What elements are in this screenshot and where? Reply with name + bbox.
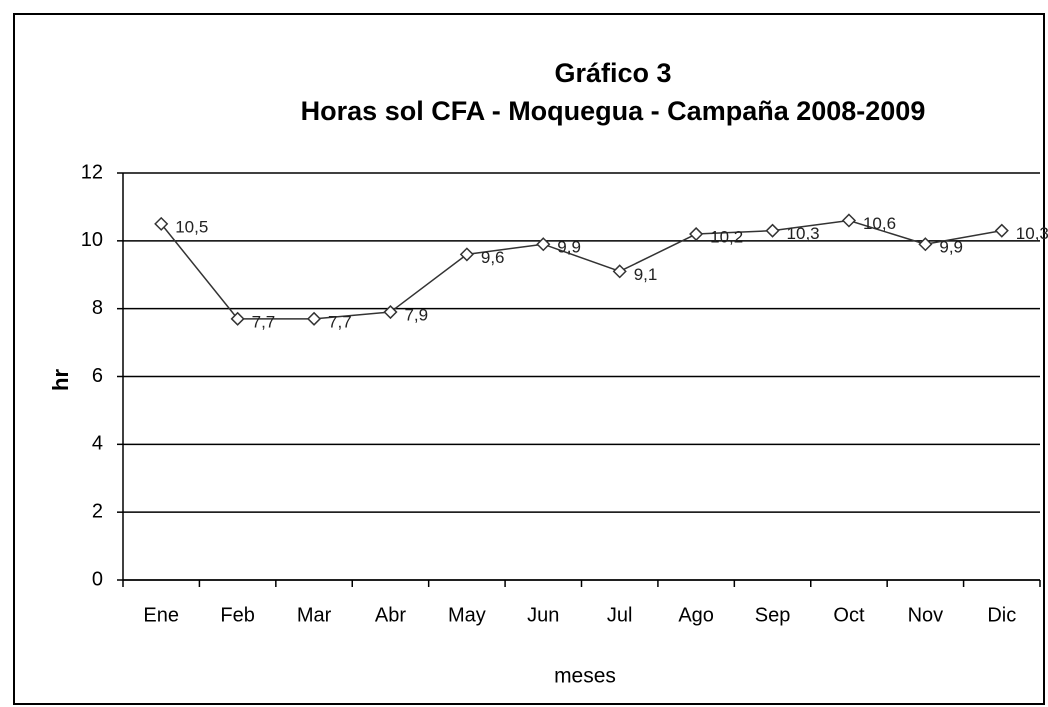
y-tick-label: 10 [81,229,103,251]
y-tick-label: 4 [92,433,103,455]
data-label: 10,2 [710,228,743,247]
data-label: 9,6 [481,248,505,267]
y-tick-label: 2 [92,500,103,522]
x-axis-label: meses [554,665,616,688]
x-tick-label: Sep [755,604,791,626]
data-point [841,213,857,228]
data-point [994,223,1009,238]
data-label: 9,9 [557,238,581,257]
x-tick-label: Oct [833,604,865,626]
y-axis-label: hr [48,369,73,391]
x-tick-label: Ago [678,604,714,626]
data-point [612,264,627,279]
data-label: 9,1 [634,265,658,284]
x-tick-label: Feb [220,604,254,626]
data-label: 7,7 [252,312,276,331]
y-tick-label: 6 [92,365,103,387]
data-point [459,247,474,262]
x-tick-label: Jun [527,604,559,626]
data-label: 10,6 [863,214,896,233]
data-label: 9,9 [939,238,963,257]
x-tick-label: Jul [607,604,633,626]
y-tick-label: 8 [92,297,103,319]
data-label: 7,9 [404,306,428,325]
data-point [918,237,933,252]
chart-title: Gráfico 3 [554,58,671,88]
series-line [160,219,1002,320]
data-label: 10,3 [1016,224,1048,243]
data-point [154,216,169,231]
data-point [536,237,551,252]
x-tick-label: Dic [987,604,1016,626]
data-label: 10,3 [787,224,820,243]
data-label: 7,7 [328,312,352,331]
y-tick-label: 12 [81,161,103,183]
x-tick-label: Ene [143,604,179,626]
data-point [765,223,780,238]
chart-subtitle: Horas sol CFA - Moquegua - Campaña 2008-… [301,96,926,126]
y-tick-label: 0 [92,568,103,590]
data-point [306,311,322,326]
data-point [230,311,245,326]
x-tick-label: Mar [297,604,332,626]
x-tick-label: Abr [375,604,406,626]
x-tick-label: Nov [908,604,944,626]
x-tick-label: May [448,604,486,626]
chart-border [13,13,1045,705]
data-label: 10,5 [175,217,208,236]
data-point [689,226,704,242]
data-point [383,304,398,320]
